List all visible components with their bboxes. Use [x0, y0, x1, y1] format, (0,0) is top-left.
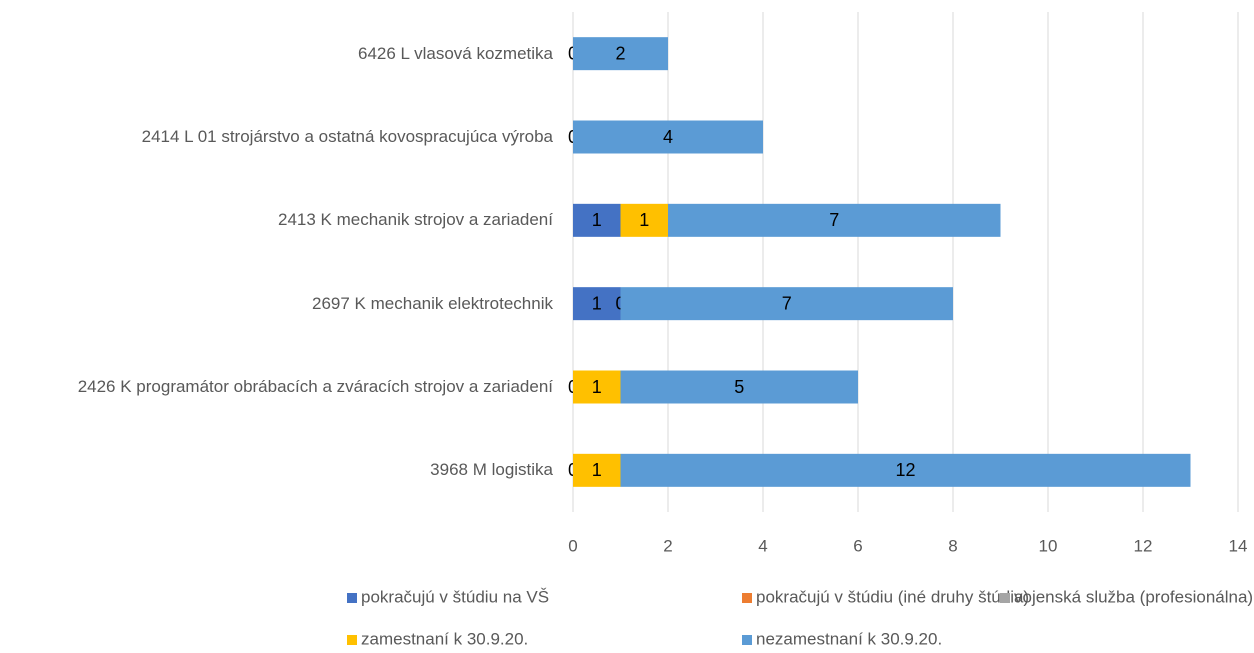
category-text: 3968 M logistika: [430, 460, 553, 480]
category-label: 2413 K mechanik strojov a zariadení: [0, 190, 553, 250]
category-text: 6426 L vlasová kozmetika: [358, 43, 553, 63]
x-tick-label: 0: [568, 536, 577, 555]
bar-segment: [620, 370, 858, 404]
bar-segment: [620, 453, 1191, 487]
data-label: 1: [592, 293, 602, 313]
data-label: 2: [615, 43, 625, 63]
category-text: 2414 L 01 strojárstvo a ostatná kovospra…: [141, 127, 553, 146]
x-tick-label: 4: [758, 536, 767, 555]
category-label: 2426 K programátor obrábacích a zváracíc…: [0, 357, 553, 417]
data-label: 7: [782, 293, 792, 313]
legend-label: pokračujú v štúdiu (iné druhy štúdia): [756, 587, 1029, 606]
data-label: 7: [829, 210, 839, 230]
bar-segment: [573, 120, 763, 154]
bar-segment: [668, 203, 1001, 237]
legend-label: nezamestnaní k 30.9.20.: [756, 629, 942, 648]
category-text: 2697 K mechanik elektrotechnik: [312, 293, 553, 313]
bar-segment: [573, 370, 621, 404]
x-tick-label: 2: [663, 536, 672, 555]
category-text: 2426 K programátor obrábacích a zváracíc…: [77, 377, 553, 396]
bar-segment: [573, 37, 668, 71]
bar-segment: [573, 453, 621, 487]
category-label: 6426 L vlasová kozmetika: [0, 24, 553, 84]
legend-swatch: [742, 635, 752, 645]
category-label: 3968 M logistika: [0, 440, 553, 500]
category-label: 2697 K mechanik elektrotechnik: [0, 274, 553, 334]
category-label: 2414 L 01 strojárstvo a ostatná kovospra…: [0, 107, 553, 167]
legend-swatch: [347, 635, 357, 645]
legend-swatch: [347, 593, 357, 603]
x-tick-label: 14: [1229, 536, 1248, 555]
bar-segment: [620, 203, 668, 237]
data-label: 4: [663, 127, 673, 147]
data-label: 5: [734, 377, 744, 397]
bar-segment: [573, 203, 621, 237]
legend-swatch: [742, 593, 752, 603]
data-label: 12: [895, 460, 915, 480]
x-tick-label: 8: [948, 536, 957, 555]
category-text: 2413 K mechanik strojov a zariadení: [278, 210, 553, 230]
legend-label: pokračujú v štúdiu na VŠ: [361, 587, 549, 606]
legend-label: vojenská služba (profesionálna): [1014, 587, 1253, 606]
bar-segment: [573, 287, 621, 321]
bar-segment: [620, 287, 953, 321]
data-label: 1: [592, 210, 602, 230]
data-label: 1: [592, 460, 602, 480]
data-label: 1: [639, 210, 649, 230]
legend-swatch: [1000, 593, 1010, 603]
x-tick-label: 12: [1134, 536, 1153, 555]
x-tick-label: 6: [853, 536, 862, 555]
x-tick-label: 10: [1039, 536, 1058, 555]
data-label: 1: [592, 377, 602, 397]
legend-label: zamestnaní k 30.9.20.: [361, 629, 528, 648]
